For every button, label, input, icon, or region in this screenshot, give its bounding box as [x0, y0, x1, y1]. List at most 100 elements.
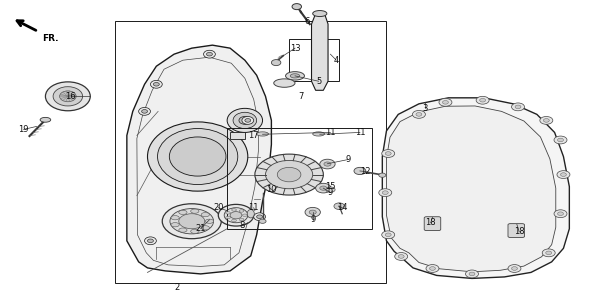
Ellipse shape	[412, 110, 425, 118]
Ellipse shape	[430, 267, 435, 270]
Ellipse shape	[158, 129, 238, 185]
Ellipse shape	[480, 98, 486, 102]
Ellipse shape	[171, 216, 179, 220]
Ellipse shape	[334, 203, 345, 209]
Text: 18: 18	[425, 218, 436, 227]
Bar	[289, 39, 339, 81]
Ellipse shape	[191, 229, 199, 233]
Ellipse shape	[206, 52, 212, 56]
Ellipse shape	[542, 249, 555, 257]
Polygon shape	[312, 12, 328, 90]
Text: 13: 13	[290, 44, 300, 53]
Text: 11: 11	[325, 128, 336, 137]
Ellipse shape	[139, 107, 150, 115]
Ellipse shape	[442, 101, 448, 104]
Ellipse shape	[232, 209, 237, 211]
Text: FR.: FR.	[42, 34, 59, 43]
Text: 18: 18	[514, 227, 525, 236]
Ellipse shape	[292, 4, 301, 10]
Ellipse shape	[558, 212, 563, 216]
Text: 7: 7	[298, 92, 304, 101]
Ellipse shape	[255, 154, 323, 195]
Ellipse shape	[179, 214, 205, 229]
Ellipse shape	[40, 117, 51, 122]
Ellipse shape	[148, 122, 248, 191]
Ellipse shape	[171, 223, 179, 227]
Ellipse shape	[274, 79, 295, 87]
Ellipse shape	[225, 216, 230, 219]
FancyBboxPatch shape	[424, 217, 441, 231]
Text: 20: 20	[213, 203, 224, 212]
Ellipse shape	[204, 50, 215, 58]
Text: 9: 9	[346, 155, 350, 164]
Ellipse shape	[242, 214, 247, 216]
Ellipse shape	[540, 116, 553, 124]
Text: 17: 17	[248, 131, 259, 140]
Ellipse shape	[326, 187, 335, 192]
Bar	[227, 128, 372, 229]
Ellipse shape	[277, 167, 301, 182]
Ellipse shape	[257, 132, 268, 136]
Ellipse shape	[426, 265, 439, 272]
Ellipse shape	[313, 132, 324, 136]
Ellipse shape	[309, 210, 316, 214]
Ellipse shape	[379, 189, 392, 197]
Ellipse shape	[313, 11, 327, 17]
Ellipse shape	[227, 108, 263, 132]
Ellipse shape	[162, 204, 221, 239]
Polygon shape	[127, 45, 271, 274]
Ellipse shape	[320, 159, 335, 169]
Ellipse shape	[320, 186, 327, 190]
Ellipse shape	[439, 98, 452, 106]
Ellipse shape	[247, 209, 254, 218]
Text: 9: 9	[310, 215, 315, 224]
Text: 16: 16	[65, 92, 76, 101]
Polygon shape	[382, 98, 569, 278]
Ellipse shape	[543, 119, 549, 122]
Ellipse shape	[259, 219, 266, 223]
FancyBboxPatch shape	[508, 224, 525, 237]
Ellipse shape	[512, 267, 517, 270]
Text: 15: 15	[325, 182, 336, 191]
Ellipse shape	[225, 212, 230, 214]
Ellipse shape	[546, 251, 552, 255]
Ellipse shape	[286, 72, 304, 80]
Ellipse shape	[385, 233, 391, 237]
Ellipse shape	[398, 255, 404, 258]
Ellipse shape	[53, 87, 83, 106]
Ellipse shape	[179, 228, 187, 232]
Ellipse shape	[148, 239, 153, 243]
Ellipse shape	[379, 173, 386, 177]
Ellipse shape	[239, 210, 244, 212]
Ellipse shape	[560, 173, 566, 176]
Ellipse shape	[512, 103, 525, 111]
Ellipse shape	[201, 226, 209, 230]
Text: 9: 9	[328, 188, 333, 197]
Ellipse shape	[245, 119, 251, 122]
Text: 14: 14	[337, 203, 348, 212]
Text: 10: 10	[266, 185, 277, 194]
Ellipse shape	[201, 213, 209, 217]
Ellipse shape	[239, 116, 251, 124]
Ellipse shape	[60, 91, 76, 102]
Ellipse shape	[469, 272, 475, 276]
Ellipse shape	[554, 136, 567, 144]
Ellipse shape	[382, 231, 395, 239]
Ellipse shape	[515, 105, 521, 109]
Text: 11: 11	[355, 128, 365, 137]
Ellipse shape	[558, 138, 563, 142]
Text: 12: 12	[360, 167, 371, 176]
Ellipse shape	[508, 265, 521, 272]
Ellipse shape	[271, 60, 281, 66]
Ellipse shape	[153, 82, 159, 86]
Ellipse shape	[554, 210, 567, 218]
Ellipse shape	[179, 210, 187, 215]
Ellipse shape	[169, 137, 226, 176]
Ellipse shape	[290, 74, 300, 78]
Ellipse shape	[45, 82, 90, 111]
Ellipse shape	[266, 160, 313, 189]
Text: 21: 21	[195, 224, 206, 233]
Ellipse shape	[145, 237, 156, 245]
Text: 6: 6	[304, 17, 310, 26]
Ellipse shape	[239, 218, 244, 221]
